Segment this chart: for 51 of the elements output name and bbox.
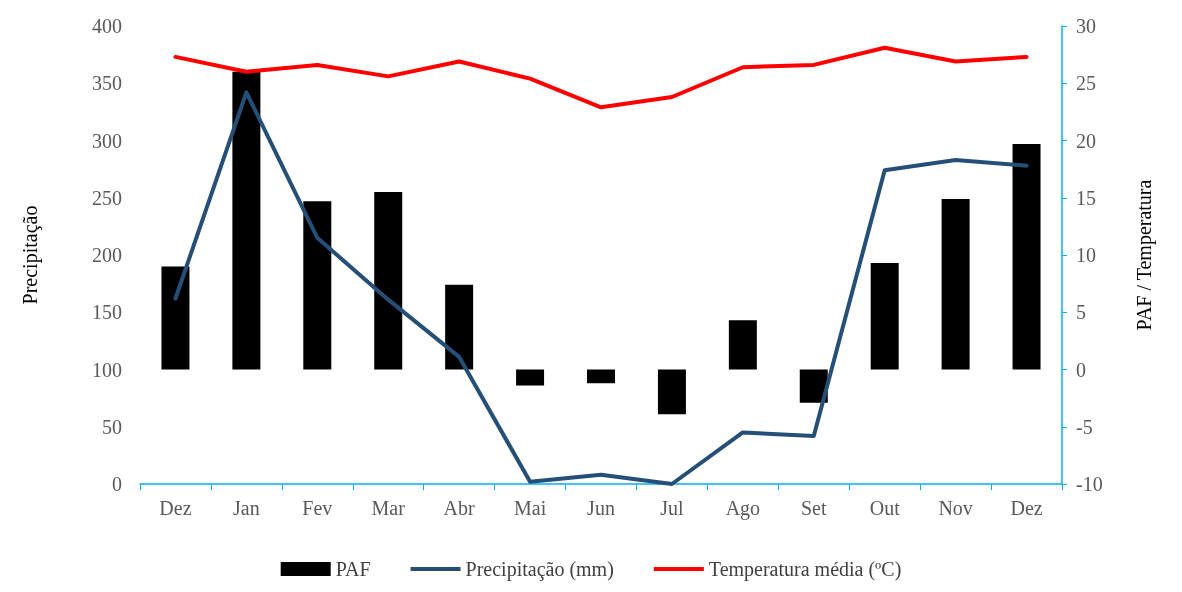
bar [161,266,190,370]
x-tick-label: Fev [302,497,333,519]
bar [870,263,899,370]
y-tick-label: 250 [92,186,122,209]
bar [445,284,474,370]
y2-axis-title: PAF / Temperatura [1133,179,1156,331]
y2-tick-label: 5 [1076,301,1086,324]
x-tick-label: Jan [233,497,260,519]
bar [374,192,403,370]
y-tick-label: 150 [92,301,122,324]
bar [941,198,970,370]
x-tick-label: Jul [660,497,685,519]
y-tick-label: 200 [92,244,122,266]
bar [516,369,545,386]
legend-label: Temperatura média (ºC) [708,558,902,581]
bar [657,369,686,415]
y2-tick-label: -10 [1076,473,1103,495]
y-tick-label: 50 [102,415,122,438]
bar [232,71,261,370]
bar [587,369,615,384]
legend-label: PAF [335,558,371,580]
x-tick-label: Mar [371,497,406,519]
bar [799,369,828,403]
line-series [173,45,1029,110]
legend-label: Precipitação (mm) [465,558,614,581]
y2-tick-label: 30 [1076,15,1096,37]
bar [728,320,757,370]
y-tick-label: 300 [92,129,122,152]
y-tick-label: 400 [92,15,122,37]
x-tick-label: Dez [159,497,192,519]
x-tick-label: Ago [725,497,761,520]
y2-tick-label: 20 [1076,129,1096,152]
y-tick-label: 100 [92,358,122,381]
x-tick-label: Mai [513,497,547,519]
y2-tick-label: 15 [1076,186,1096,209]
x-tick-label: Set [800,497,827,519]
y-tick-label: 0 [112,473,122,495]
y-axis-title: Precipitação [19,205,42,305]
bar [303,201,332,370]
y2-tick-label: -5 [1076,415,1093,438]
y-tick-label: 350 [92,72,122,95]
y2-tick-label: 25 [1076,72,1096,95]
x-tick-label: Abr [443,497,476,519]
x-tick-label: Out [869,497,901,519]
y2-tick-label: 0 [1076,358,1086,381]
x-tick-label: Nov [938,497,973,519]
x-tick-label: Dez [1010,497,1043,519]
line-series [173,90,1029,486]
bar [1012,143,1041,370]
y2-tick-label: 10 [1076,244,1096,266]
x-tick-label: Jun [587,497,615,519]
